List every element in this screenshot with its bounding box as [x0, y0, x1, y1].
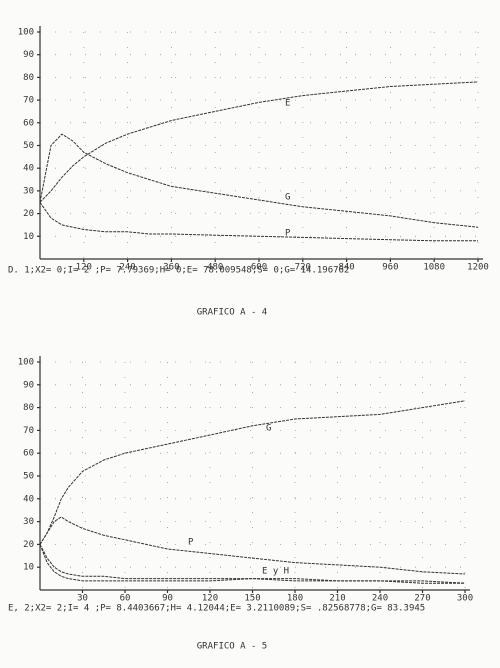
y-tick-label: 100	[18, 28, 34, 38]
x-tick-label: 960	[382, 263, 398, 273]
curve-label: G	[285, 193, 290, 203]
data-line	[39, 516, 466, 575]
footer-text: E, 2;X2= 2;I= 4 ;P= 8.4403667;H= 4.12044…	[8, 604, 425, 614]
y-tick-label: 100	[18, 358, 34, 368]
x-tick-label: 60	[120, 594, 131, 604]
y-tick-label: 70	[23, 426, 34, 436]
y-tick-label: 10	[23, 232, 34, 242]
x-tick-label: 210	[329, 594, 345, 604]
data-line	[39, 544, 465, 584]
curve-label: E y H	[262, 567, 289, 577]
y-tick-label: 50	[23, 472, 34, 482]
curve-label: P	[285, 229, 291, 239]
x-tick-label: 270	[414, 594, 430, 604]
y-tick-label: 60	[23, 118, 34, 128]
data-line	[39, 133, 479, 228]
y-tick-label: 50	[23, 141, 34, 151]
caption: GRAFICO A - 5	[197, 642, 267, 652]
y-tick-label: 40	[23, 494, 34, 504]
x-tick-label: 840	[338, 263, 354, 273]
y-tick-label: 70	[23, 96, 34, 106]
curve-label: G	[266, 424, 271, 434]
data-line	[39, 202, 478, 242]
x-tick-label: 240	[372, 594, 388, 604]
x-tick-label: 1080	[423, 263, 445, 273]
footer-text: D. 1;X2= 0;I= 2 ;P= 7.79369;H= 0;E= 78.0…	[8, 266, 349, 276]
data-line	[39, 544, 466, 584]
y-tick-label: 60	[23, 449, 34, 459]
x-tick-label: 480	[207, 263, 223, 273]
x-tick-label: 30	[77, 594, 88, 604]
curve-label: E	[285, 99, 290, 109]
y-tick-label: 10	[23, 563, 34, 573]
y-tick-label: 90	[23, 50, 34, 60]
y-tick-label: 20	[23, 540, 34, 550]
y-tick-label: 30	[23, 186, 34, 196]
y-tick-label: 90	[23, 380, 34, 390]
x-tick-label: 720	[295, 263, 311, 273]
x-tick-label: 120	[202, 594, 218, 604]
x-tick-label: 180	[287, 594, 303, 604]
x-tick-label: 90	[162, 594, 173, 604]
x-tick-label: 1200	[467, 263, 489, 273]
y-tick-label: 40	[23, 164, 34, 174]
x-tick-label: 120	[76, 263, 92, 273]
x-tick-label: 240	[119, 263, 135, 273]
curve-label: P	[188, 538, 194, 548]
data-line	[39, 81, 479, 203]
x-tick-label: 360	[163, 263, 179, 273]
y-tick-label: 20	[23, 209, 34, 219]
x-tick-label: 600	[251, 263, 267, 273]
x-tick-label: 150	[244, 594, 260, 604]
y-tick-label: 30	[23, 517, 34, 527]
data-line	[39, 400, 466, 545]
x-tick-label: 300	[457, 594, 473, 604]
y-tick-label: 80	[23, 403, 34, 413]
y-tick-label: 80	[23, 73, 34, 83]
caption: GRAFICO A - 4	[197, 308, 267, 318]
